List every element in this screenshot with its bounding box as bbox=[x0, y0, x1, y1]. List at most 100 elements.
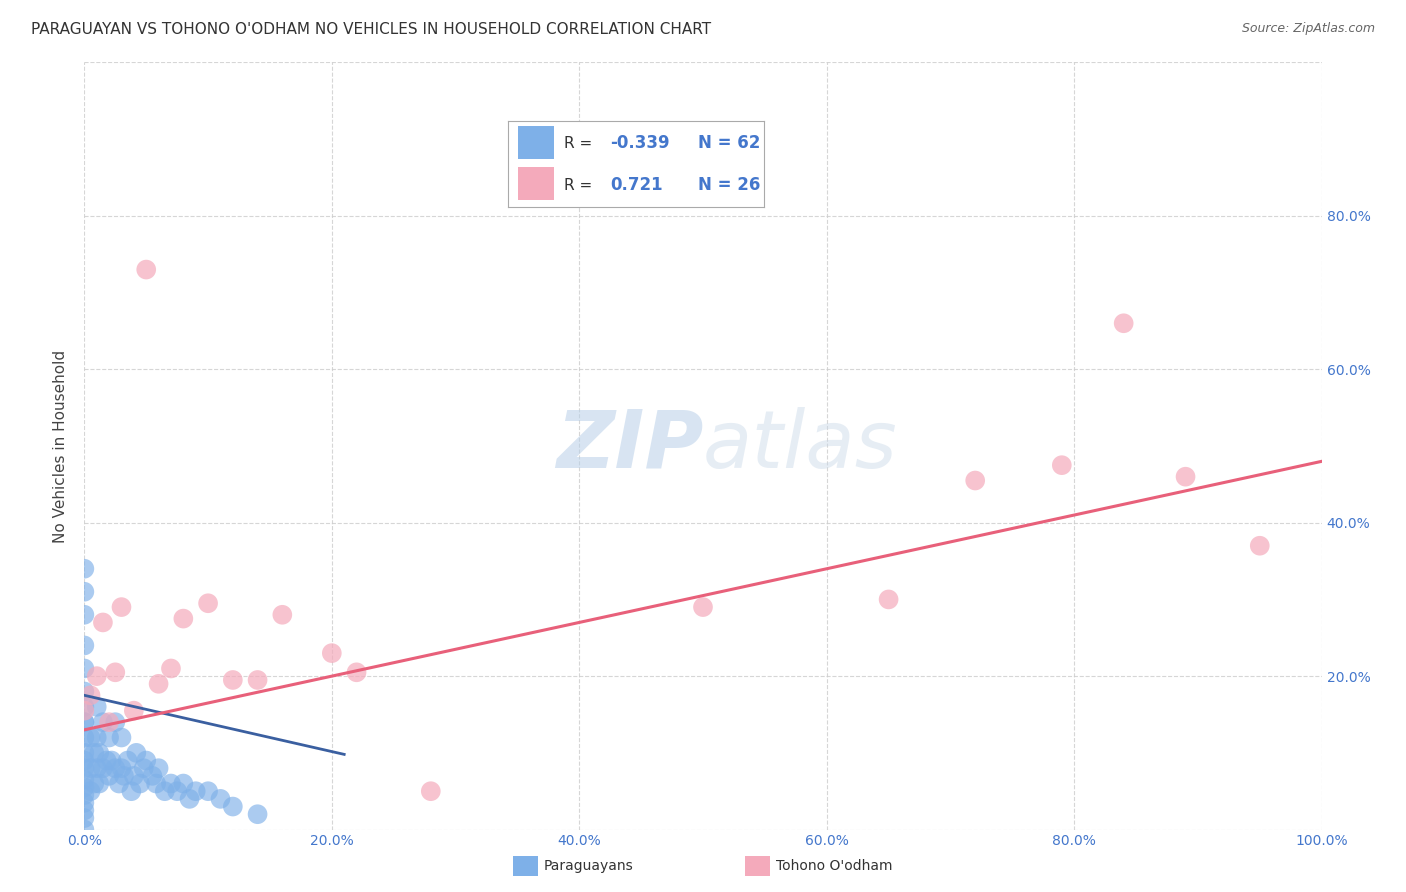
Bar bbox=[519, 167, 554, 200]
Point bbox=[692, 600, 714, 615]
Point bbox=[73, 699, 96, 714]
Point bbox=[73, 780, 96, 795]
Point bbox=[73, 772, 96, 787]
Point bbox=[110, 761, 132, 775]
Point bbox=[79, 761, 101, 775]
Point bbox=[73, 761, 96, 775]
Point bbox=[965, 474, 987, 488]
Point bbox=[73, 661, 96, 675]
Point bbox=[877, 592, 900, 607]
Point bbox=[141, 769, 163, 783]
Point bbox=[160, 776, 183, 790]
Point bbox=[73, 684, 96, 698]
Point bbox=[100, 754, 122, 768]
Point bbox=[104, 665, 127, 680]
Point bbox=[91, 615, 114, 630]
Point bbox=[160, 661, 183, 675]
Point bbox=[112, 769, 135, 783]
Point bbox=[172, 612, 194, 626]
Point bbox=[79, 784, 101, 798]
Point bbox=[73, 704, 96, 718]
Point bbox=[122, 769, 145, 783]
Point bbox=[73, 731, 96, 745]
Point bbox=[321, 646, 343, 660]
Point bbox=[91, 715, 114, 730]
Point bbox=[120, 784, 142, 798]
Point bbox=[129, 776, 152, 790]
Point bbox=[89, 746, 111, 760]
Point bbox=[148, 761, 170, 775]
Text: 0.721: 0.721 bbox=[610, 176, 664, 194]
Point bbox=[1112, 316, 1135, 330]
Text: N = 26: N = 26 bbox=[697, 176, 761, 194]
Text: PARAGUAYAN VS TOHONO O'ODHAM NO VEHICLES IN HOUSEHOLD CORRELATION CHART: PARAGUAYAN VS TOHONO O'ODHAM NO VEHICLES… bbox=[31, 22, 711, 37]
Y-axis label: No Vehicles in Household: No Vehicles in Household bbox=[53, 350, 69, 542]
Point bbox=[108, 776, 131, 790]
Point bbox=[145, 776, 167, 790]
Bar bbox=[519, 126, 554, 159]
Point bbox=[271, 607, 294, 622]
Point bbox=[73, 715, 96, 730]
Point bbox=[104, 761, 127, 775]
Text: ZIP: ZIP bbox=[555, 407, 703, 485]
Point bbox=[96, 754, 118, 768]
Point bbox=[148, 677, 170, 691]
Point bbox=[179, 792, 201, 806]
Point bbox=[89, 776, 111, 790]
Text: R =: R = bbox=[564, 178, 602, 193]
Point bbox=[86, 731, 108, 745]
Point bbox=[83, 746, 105, 760]
Point bbox=[419, 784, 441, 798]
Text: -0.339: -0.339 bbox=[610, 134, 671, 153]
Point bbox=[73, 804, 96, 818]
Point bbox=[79, 731, 101, 745]
Text: atlas: atlas bbox=[703, 407, 898, 485]
Point bbox=[86, 699, 108, 714]
Point bbox=[79, 689, 101, 703]
Point bbox=[98, 769, 121, 783]
Point bbox=[122, 704, 145, 718]
Point bbox=[73, 584, 96, 599]
Point bbox=[104, 715, 127, 730]
Point bbox=[1174, 469, 1197, 483]
Point bbox=[222, 799, 245, 814]
Point bbox=[184, 784, 207, 798]
Point bbox=[246, 807, 269, 822]
Point bbox=[73, 788, 96, 802]
Text: N = 62: N = 62 bbox=[697, 134, 761, 153]
Point bbox=[73, 811, 96, 825]
Point bbox=[86, 669, 108, 683]
Point bbox=[135, 754, 157, 768]
Text: Paraguayans: Paraguayans bbox=[544, 859, 634, 873]
Text: Tohono O'odham: Tohono O'odham bbox=[776, 859, 893, 873]
Point bbox=[246, 673, 269, 687]
Point bbox=[73, 562, 96, 576]
Point bbox=[73, 796, 96, 810]
Point bbox=[91, 761, 114, 775]
Point bbox=[73, 715, 96, 730]
Point bbox=[73, 639, 96, 653]
Point bbox=[197, 784, 219, 798]
Point bbox=[172, 776, 194, 790]
Point bbox=[117, 754, 139, 768]
Point bbox=[83, 776, 105, 790]
Point bbox=[73, 754, 96, 768]
Point bbox=[73, 822, 96, 837]
Point bbox=[166, 784, 188, 798]
Point bbox=[125, 746, 148, 760]
Point bbox=[222, 673, 245, 687]
Point bbox=[1050, 458, 1073, 473]
Text: R =: R = bbox=[564, 136, 598, 151]
Point bbox=[110, 600, 132, 615]
Point bbox=[73, 607, 96, 622]
Point bbox=[1249, 539, 1271, 553]
Point bbox=[98, 715, 121, 730]
Point bbox=[86, 761, 108, 775]
Point bbox=[346, 665, 368, 680]
Point bbox=[209, 792, 232, 806]
Point bbox=[73, 746, 96, 760]
Point bbox=[135, 262, 157, 277]
Point bbox=[197, 596, 219, 610]
Point bbox=[132, 761, 155, 775]
Text: Source: ZipAtlas.com: Source: ZipAtlas.com bbox=[1241, 22, 1375, 36]
